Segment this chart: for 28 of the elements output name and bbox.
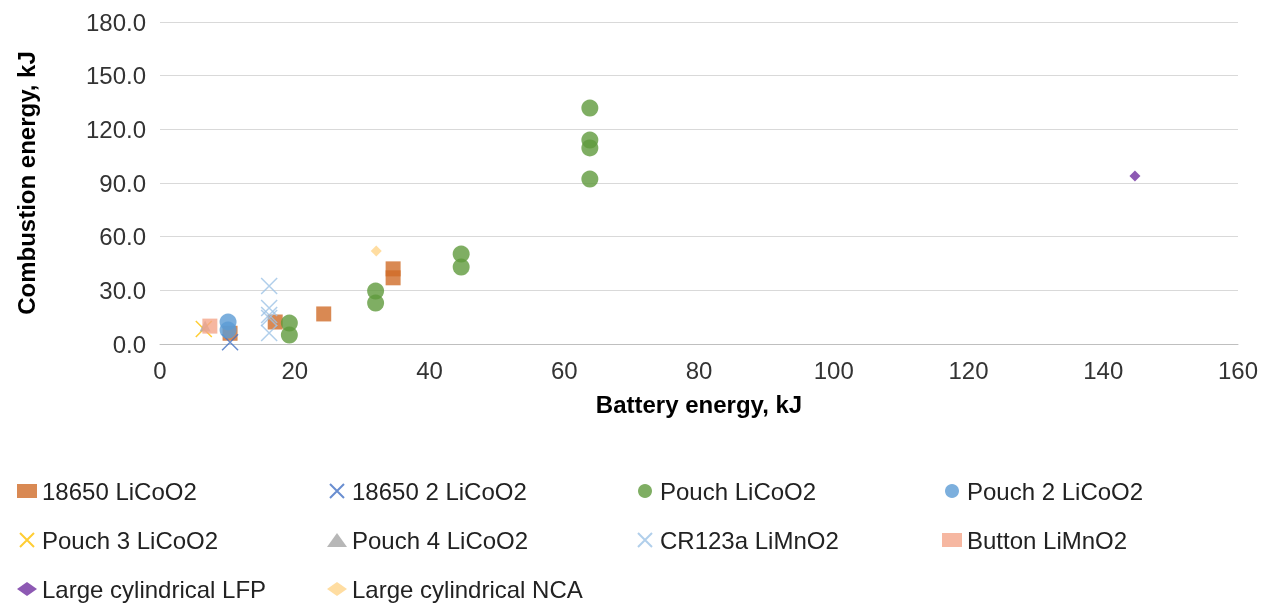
legend-label: Pouch 3 LiCoO2 [42,526,219,554]
y-tick-label: 0.0 [112,330,146,358]
legend-label: Pouch LiCoO2 [660,477,817,505]
legend-label: 18650 LiCoO2 [42,477,197,505]
x-tick-label: 160 [1217,356,1259,384]
legend-label: Large cylindrical LFP [42,575,267,603]
y-tick-label: 30.0 [99,276,146,304]
x-tick-label: 40 [416,356,443,384]
y-tick-label: 60.0 [99,223,146,251]
y-tick-label: 90.0 [99,169,146,197]
y-tick-label: 150.0 [85,62,146,90]
x-tick-label: 60 [550,356,578,384]
x-tick-label: 100 [813,356,854,384]
x-tick-label: 140 [1083,356,1124,384]
legend-label: Pouch 2 LiCoO2 [967,477,1144,505]
x-tick-label: 0 [153,356,167,384]
x-tick-label: 80 [685,356,713,384]
legend-label: Large cylindrical NCA [352,575,583,603]
y-tick-label: 180.0 [85,8,146,36]
x-axis-title: Battery energy, kJ [595,390,803,418]
legend-label: CR123a LiMnO2 [660,526,839,554]
legend-label: Button LiMnO2 [967,526,1128,554]
legend-label: Pouch 4 LiCoO2 [352,526,529,554]
legend-label: 18650 2 LiCoO2 [352,477,527,505]
y-axis-title: Combustion energy, kJ [12,51,40,315]
y-tick-label: 120.0 [85,115,146,143]
x-tick-label: 120 [948,356,989,384]
x-tick-label: 20 [281,356,309,384]
